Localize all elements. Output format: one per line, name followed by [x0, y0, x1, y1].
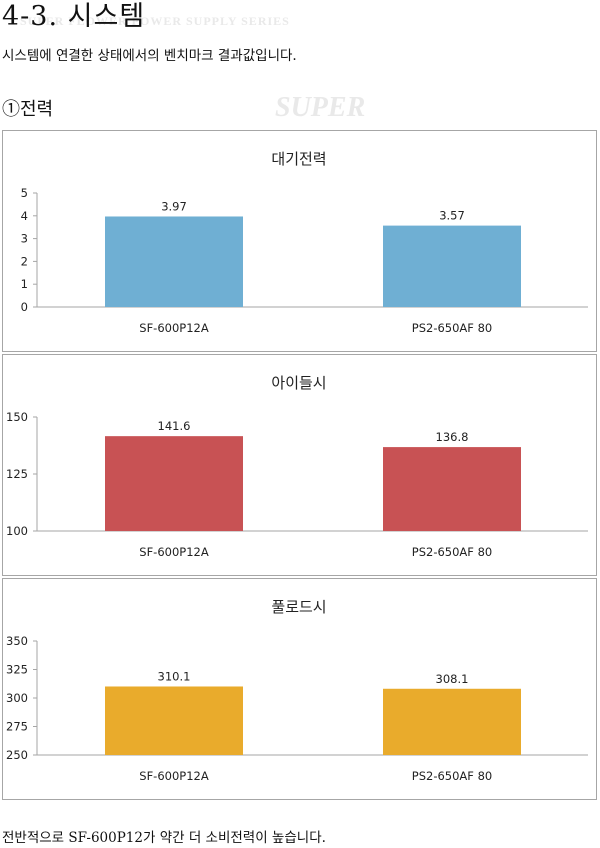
data-label: 141.6 — [158, 419, 191, 433]
y-tick-label: 350 — [6, 634, 28, 648]
data-label: 3.97 — [161, 199, 187, 213]
y-tick-label: 125 — [6, 467, 28, 481]
y-tick-label: 250 — [6, 748, 28, 762]
y-tick-label: 100 — [6, 524, 28, 538]
y-tick-label: 0 — [21, 300, 28, 314]
section-heading: ①전력 — [2, 99, 54, 120]
y-tick-label: 1 — [21, 277, 28, 291]
summary-text: 전반적으로 SF-600P12가 약간 더 소비전력이 높습니다. — [2, 830, 326, 846]
chart-title: 풀로드시 — [271, 598, 326, 616]
y-tick-label: 150 — [6, 410, 28, 424]
category-label: PS2-650AF 80 — [412, 545, 492, 559]
chart-title: 대기전력 — [271, 150, 326, 168]
data-label: 308.1 — [436, 672, 469, 686]
data-label: 3.57 — [439, 209, 465, 223]
chart-layer: 대기전력 0 1 2 3 4 5 3.97 SF-600P12A 3.57 PS2-650AF 80 — [21, 150, 588, 335]
bar — [105, 686, 243, 755]
category-label: SF-600P12A — [139, 545, 209, 559]
watermark-logo: SUPER — [275, 92, 366, 123]
category-label: PS2-650AF 80 — [412, 769, 492, 783]
chart-fullload-svg: 풀로드시 250 275 300 325 350 310.1 SF-600P12A 308.1 P… — [6, 598, 588, 783]
chart-title: 아이들시 — [271, 374, 326, 392]
page-title: 4-3. 시스템 — [2, 1, 146, 32]
chart-idle-power: 아이들시 100 125 150 141.6 SF-600P12A 136.8 PS2-650… — [2, 354, 597, 576]
y-tick-label: 300 — [6, 691, 28, 705]
bar — [383, 688, 521, 755]
category-label: SF-600P12A — [139, 321, 209, 335]
y-tick-label: 3 — [21, 232, 28, 246]
y-tick-label: 4 — [21, 209, 28, 223]
y-tick-label: 325 — [6, 663, 28, 677]
page-subtitle: 시스템에 연결한 상태에서의 벤치마크 결과값입니다. — [2, 48, 297, 64]
category-label: PS2-650AF 80 — [412, 321, 492, 335]
data-label: 136.8 — [436, 430, 469, 444]
bar — [105, 436, 243, 531]
chart-layer: 풀로드시 250 275 300 325 350 310.1 SF-600P12A 308.1 P… — [6, 598, 588, 783]
chart-layer: 아이들시 100 125 150 141.6 SF-600P12A 136.8 PS2-650… — [6, 374, 588, 559]
bar — [105, 216, 243, 307]
chart-standby-svg: 대기전력 0 1 2 3 4 5 3.97 SF-600P12A 3.57 PS2-650AF 80 — [21, 150, 588, 335]
y-tick-label: 275 — [6, 720, 28, 734]
bar — [383, 447, 521, 531]
chart-fullload-power: 풀로드시 250 275 300 325 350 310.1 SF-600P12A 308.1 P… — [2, 578, 597, 800]
chart-idle-svg: 아이들시 100 125 150 141.6 SF-600P12A 136.8 PS2-650… — [6, 374, 588, 559]
y-tick-label: 5 — [21, 186, 28, 200]
bar — [383, 225, 521, 307]
data-label: 310.1 — [158, 669, 191, 683]
category-label: SF-600P12A — [139, 769, 209, 783]
y-tick-label: 2 — [21, 254, 28, 268]
chart-standby-power: 대기전력 0 1 2 3 4 5 3.97 SF-600P12A 3.57 PS2-650AF 80 — [2, 130, 597, 352]
